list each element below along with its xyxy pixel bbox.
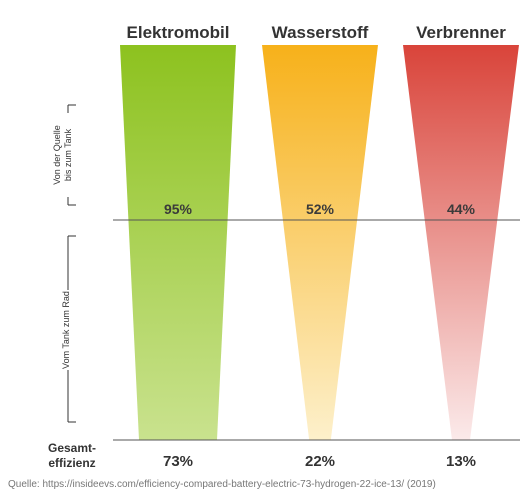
- ylabel-top-line2: bis zum Tank: [63, 128, 73, 181]
- ylabel-top-line1: Von der Quelle: [52, 125, 62, 185]
- source-note: Quelle: https://insideevs.com/efficiency…: [8, 479, 436, 490]
- category-label-wasserstoff: Wasserstoff: [272, 23, 369, 42]
- funnel-verbrenner: [403, 45, 519, 440]
- category-label-elektromobil: Elektromobil: [127, 23, 230, 42]
- stage-value-elektromobil: 95%: [164, 201, 193, 217]
- funnel-wasserstoff: [262, 45, 378, 440]
- total-label-line1: Gesamt-: [48, 441, 96, 455]
- stage-value-verbrenner: 44%: [447, 201, 476, 217]
- funnel-elektromobil: [120, 45, 236, 440]
- total-label-line2: effizienz: [48, 456, 95, 470]
- category-label-verbrenner: Verbrenner: [416, 23, 506, 42]
- total-value-elektromobil: 73%: [163, 453, 193, 470]
- total-value-wasserstoff: 22%: [305, 453, 335, 470]
- total-value-verbrenner: 13%: [446, 453, 476, 470]
- stage-value-wasserstoff: 52%: [306, 201, 335, 217]
- ylabel-bottom: Vom Tank zum Rad: [61, 291, 71, 369]
